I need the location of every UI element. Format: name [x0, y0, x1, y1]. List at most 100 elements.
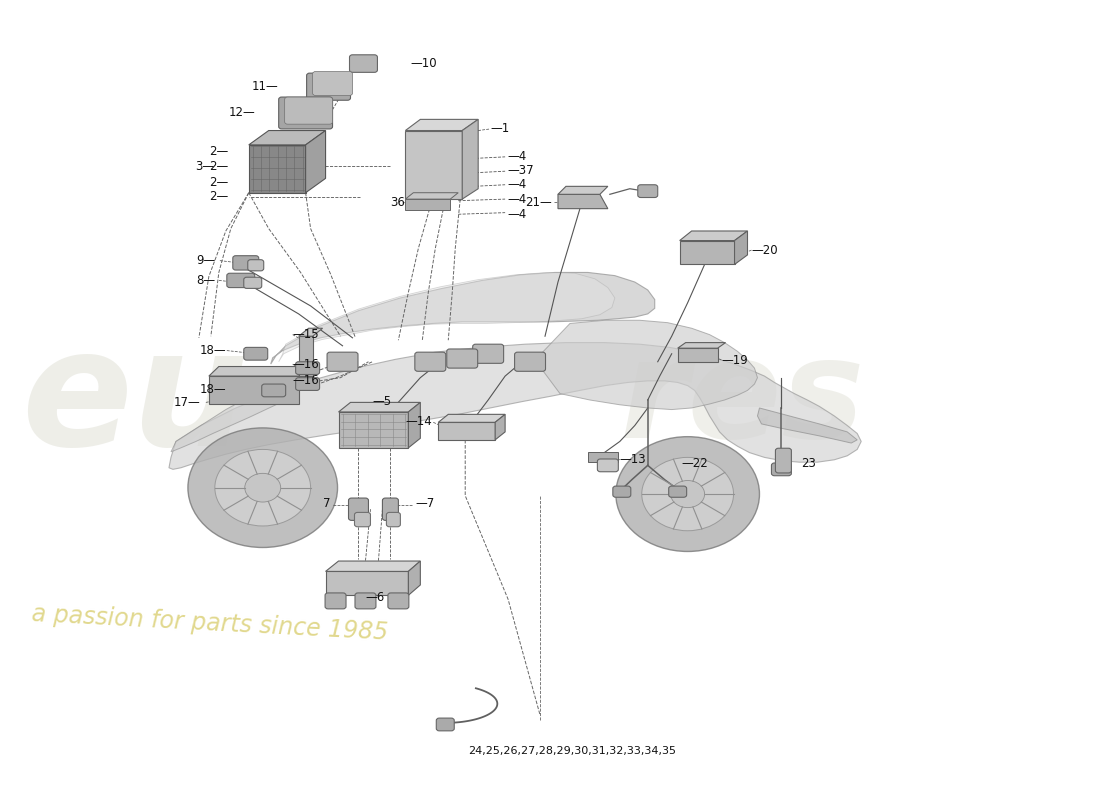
Text: 12—: 12— [229, 106, 255, 119]
Text: —37: —37 [507, 164, 534, 177]
Polygon shape [339, 412, 408, 448]
Text: 2—: 2— [210, 160, 229, 173]
Text: 11—: 11— [252, 80, 278, 93]
FancyBboxPatch shape [278, 97, 332, 129]
FancyBboxPatch shape [473, 344, 504, 363]
Text: 2—: 2— [210, 176, 229, 189]
Polygon shape [306, 130, 326, 193]
Circle shape [671, 481, 705, 508]
Polygon shape [678, 342, 726, 348]
FancyBboxPatch shape [613, 486, 630, 498]
Text: 17—: 17— [174, 396, 201, 409]
Polygon shape [438, 422, 495, 440]
Text: 24,25,26,27,28,29,30,31,32,33,34,35: 24,25,26,27,28,29,30,31,32,33,34,35 [468, 746, 675, 756]
FancyBboxPatch shape [515, 352, 546, 371]
Text: eu: eu [21, 321, 249, 479]
FancyBboxPatch shape [669, 486, 686, 498]
Polygon shape [249, 145, 306, 193]
Text: 2—: 2— [210, 145, 229, 158]
FancyBboxPatch shape [285, 97, 332, 124]
Circle shape [214, 450, 310, 526]
Text: 36: 36 [390, 196, 405, 209]
Text: —1: —1 [491, 122, 509, 135]
Polygon shape [758, 408, 857, 443]
Text: 2—: 2— [210, 190, 229, 203]
Polygon shape [535, 320, 758, 410]
Text: —22: —22 [682, 458, 708, 470]
Polygon shape [339, 402, 420, 412]
FancyBboxPatch shape [388, 593, 409, 609]
Polygon shape [558, 186, 608, 194]
Text: —15: —15 [293, 328, 319, 341]
FancyBboxPatch shape [386, 513, 400, 526]
Text: 23: 23 [802, 458, 816, 470]
Text: —16: —16 [293, 358, 319, 370]
FancyBboxPatch shape [233, 256, 258, 270]
FancyBboxPatch shape [638, 185, 658, 198]
FancyBboxPatch shape [349, 498, 368, 520]
FancyBboxPatch shape [776, 448, 791, 473]
Text: 7: 7 [323, 497, 331, 510]
Polygon shape [169, 342, 861, 470]
Polygon shape [680, 241, 735, 265]
Polygon shape [438, 414, 505, 422]
Polygon shape [678, 348, 717, 362]
FancyBboxPatch shape [355, 593, 376, 609]
Text: —7: —7 [416, 497, 434, 510]
Polygon shape [408, 561, 420, 595]
Text: —4: —4 [507, 193, 527, 206]
Text: —20: —20 [751, 244, 778, 257]
FancyBboxPatch shape [597, 459, 618, 472]
FancyBboxPatch shape [248, 260, 264, 271]
Text: —14: —14 [406, 415, 432, 428]
Circle shape [188, 428, 338, 547]
FancyBboxPatch shape [383, 498, 398, 520]
Text: 18—: 18— [199, 344, 226, 357]
Polygon shape [298, 336, 312, 376]
Polygon shape [680, 231, 748, 241]
Text: res: res [619, 333, 866, 467]
FancyBboxPatch shape [354, 513, 371, 526]
FancyBboxPatch shape [437, 718, 454, 731]
FancyBboxPatch shape [244, 278, 262, 288]
FancyBboxPatch shape [296, 378, 320, 390]
Text: 3—: 3— [195, 160, 213, 173]
Text: —4: —4 [507, 178, 527, 191]
FancyBboxPatch shape [415, 352, 446, 371]
Polygon shape [406, 193, 459, 199]
FancyBboxPatch shape [771, 463, 791, 476]
FancyBboxPatch shape [307, 73, 351, 100]
FancyBboxPatch shape [327, 352, 358, 371]
Polygon shape [249, 130, 326, 145]
Polygon shape [326, 571, 408, 595]
Polygon shape [406, 130, 462, 199]
Text: —19: —19 [722, 354, 748, 366]
Polygon shape [209, 366, 309, 376]
Polygon shape [278, 273, 615, 362]
Polygon shape [298, 328, 322, 336]
Text: —5: —5 [373, 395, 392, 408]
Polygon shape [406, 199, 450, 210]
FancyBboxPatch shape [262, 384, 286, 397]
FancyBboxPatch shape [227, 274, 255, 287]
Text: a passion for parts since 1985: a passion for parts since 1985 [31, 602, 389, 645]
Text: —4: —4 [507, 208, 527, 221]
Polygon shape [495, 414, 505, 440]
Polygon shape [170, 370, 306, 452]
Polygon shape [462, 119, 478, 199]
Polygon shape [587, 452, 618, 462]
Text: 18—: 18— [199, 383, 226, 396]
Text: 8—: 8— [197, 274, 216, 287]
Text: —16: —16 [293, 374, 319, 386]
Polygon shape [326, 561, 420, 571]
Text: —6: —6 [365, 591, 385, 604]
FancyBboxPatch shape [312, 71, 352, 95]
Text: —13: —13 [619, 454, 647, 466]
Polygon shape [558, 194, 608, 209]
Circle shape [616, 437, 759, 551]
Circle shape [245, 474, 280, 502]
FancyBboxPatch shape [296, 362, 320, 374]
Text: —4: —4 [507, 150, 527, 162]
Text: 9—: 9— [197, 254, 216, 267]
Text: —10: —10 [410, 57, 437, 70]
